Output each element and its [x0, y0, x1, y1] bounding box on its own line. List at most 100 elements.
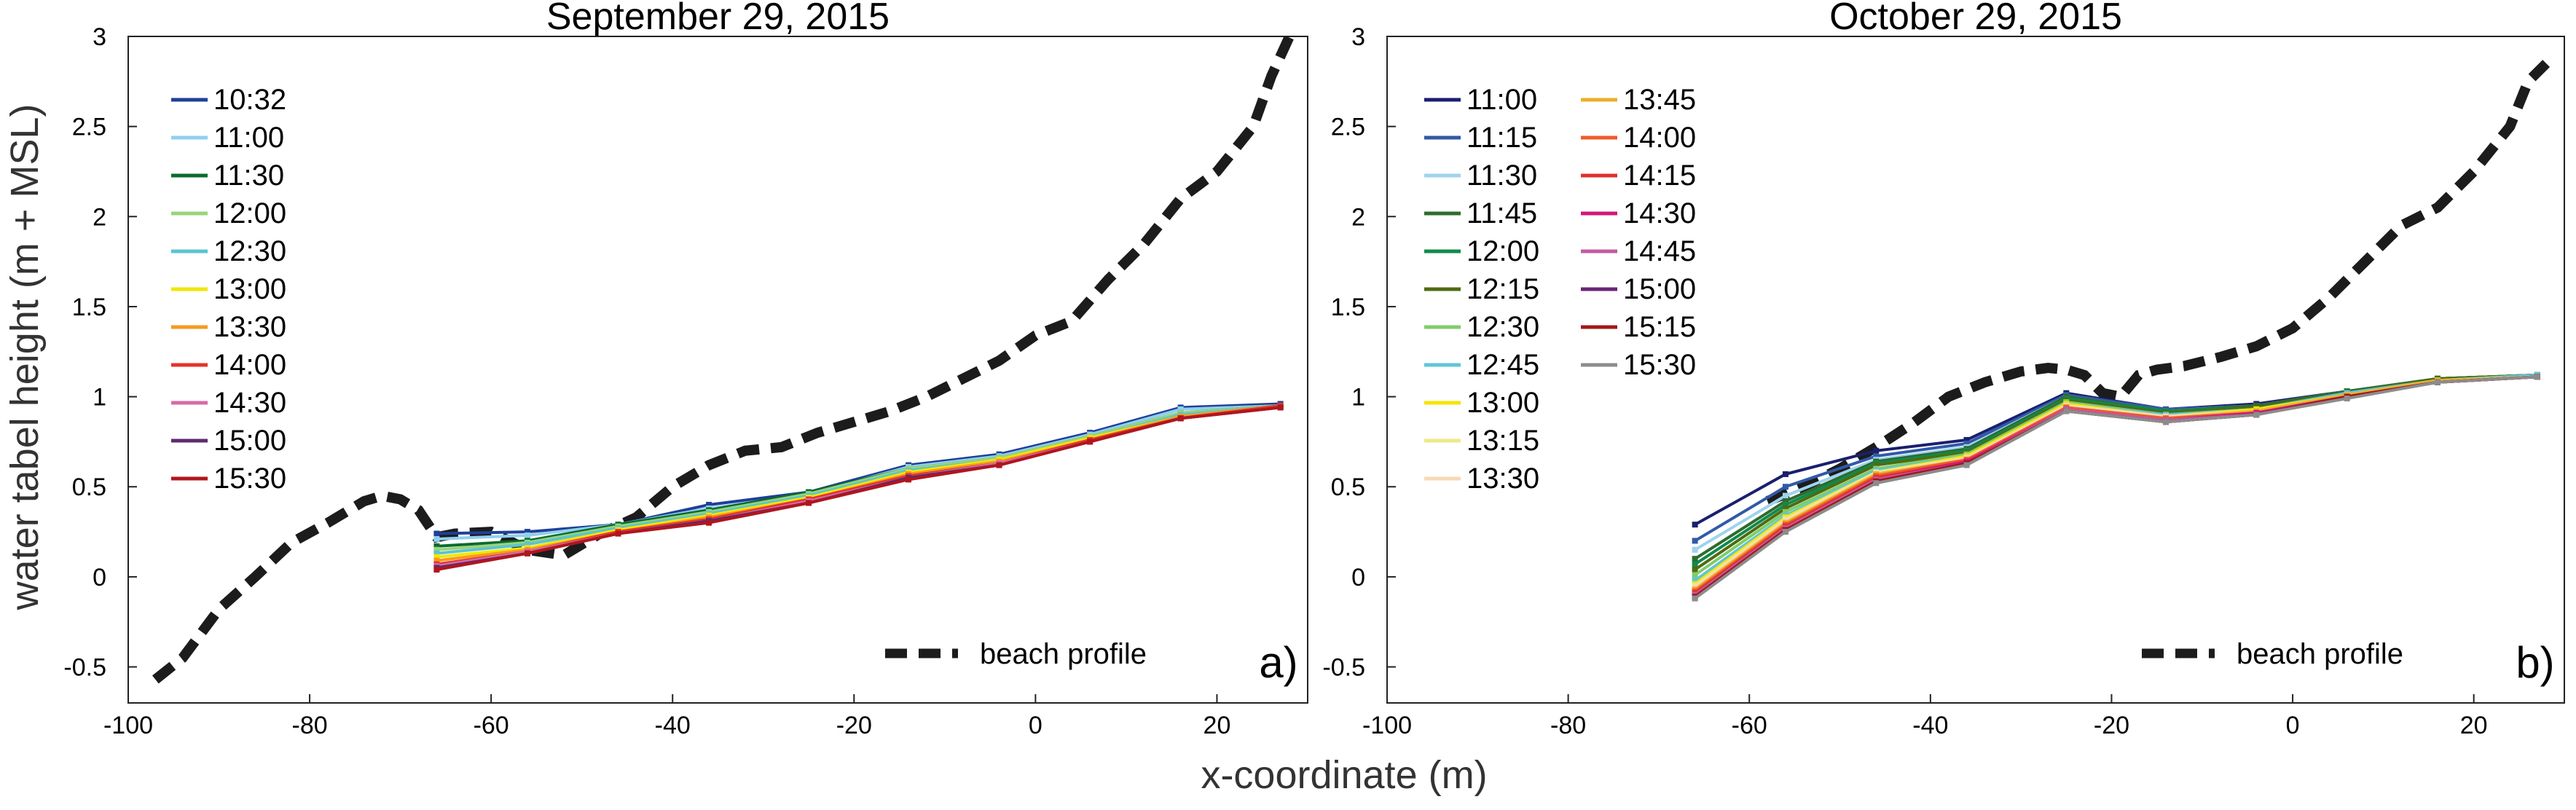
- legend-entry-label: 10:32: [213, 84, 286, 116]
- y-tick-label: 2: [1351, 203, 1365, 231]
- data-point: [524, 529, 530, 535]
- data-point: [1873, 453, 1880, 460]
- data-point: [524, 541, 530, 548]
- chart-title: October 29, 2015: [1829, 0, 2122, 38]
- legend-entry-label: 12:30: [1466, 311, 1539, 343]
- legend-entry-label: 12:00: [1466, 235, 1539, 267]
- x-tick-label: -60: [1732, 712, 1767, 739]
- beach-profile-line: [152, 36, 1295, 684]
- data-point: [1692, 577, 1698, 583]
- x-tick-label: -100: [1362, 712, 1412, 739]
- data-point: [1782, 484, 1788, 490]
- data-point: [1963, 436, 1970, 443]
- data-point: [2253, 412, 2260, 418]
- legend-entry-label: 13:45: [1623, 84, 1696, 116]
- x-tick-label: -80: [1550, 712, 1586, 739]
- y-tick-label: 1: [93, 384, 106, 412]
- series-line-1032: [436, 402, 1281, 535]
- y-tick-label: -0.5: [63, 654, 106, 682]
- legend-entry-label: 13:00: [1466, 387, 1539, 419]
- legend-entry-label: 15:30: [1623, 349, 1696, 381]
- x-axis-label: x-coordinate (m): [1201, 753, 1487, 797]
- y-tick-label: 2.5: [72, 114, 106, 141]
- data-point: [1087, 439, 1093, 445]
- legend-entry-label: 15:30: [213, 463, 286, 495]
- data-point: [524, 550, 530, 557]
- x-tick-label: 0: [2286, 712, 2300, 739]
- panel-b: October 29, 2015-100 -80 -60 -40 -20 0 20-0.50…: [1322, 0, 2565, 739]
- beach-profile-line: [1765, 60, 2551, 506]
- data-point: [1873, 480, 1880, 487]
- y-tick-label: 3: [1351, 23, 1365, 51]
- x-tick-label: 0: [1029, 712, 1042, 739]
- y-tick-label: 1.5: [72, 294, 106, 321]
- data-point: [433, 543, 440, 549]
- legend-entry-label: 13:30: [1466, 463, 1539, 495]
- legend-entry-label: 11:00: [1466, 84, 1537, 116]
- data-point: [806, 500, 812, 506]
- x-tick-label: -80: [292, 712, 328, 739]
- data-point: [1782, 508, 1788, 515]
- x-tick-label: -20: [2094, 712, 2129, 739]
- legend-entry-label: 11:30: [213, 160, 284, 192]
- legend-entry-label: 13:30: [213, 311, 286, 343]
- legend-entry-label: 12:00: [213, 197, 286, 229]
- legend-beach-profile-label: beach profile: [2237, 638, 2403, 670]
- y-tick-label: 1: [1351, 384, 1365, 412]
- data-point: [433, 535, 440, 542]
- data-point: [706, 501, 712, 508]
- data-point: [1963, 440, 1970, 447]
- chart-title: September 29, 2015: [546, 0, 890, 38]
- x-tick-label: -100: [103, 712, 153, 739]
- y-axis-label: water tabel height (m + MSL): [3, 104, 47, 611]
- data-point: [1782, 492, 1788, 499]
- data-point: [1177, 415, 1184, 422]
- data-point: [1177, 406, 1184, 412]
- data-point: [433, 530, 440, 537]
- y-tick-label: -0.5: [1322, 654, 1365, 682]
- y-tick-label: 2.5: [1331, 114, 1365, 141]
- legend-entry-label: 11:45: [1466, 197, 1537, 229]
- series-line-1200: [1694, 373, 2537, 566]
- x-tick-label: -20: [836, 712, 872, 739]
- legend-entry-label: 12:15: [1466, 273, 1539, 305]
- series-line-1530: [1694, 375, 2537, 600]
- data-point: [433, 557, 440, 564]
- legend-entry-label: 12:30: [213, 235, 286, 267]
- data-point: [2434, 379, 2440, 385]
- legend-entry-label: 15:00: [1623, 273, 1696, 305]
- panel-label: b): [2516, 638, 2554, 687]
- legend-entry-label: 14:00: [1623, 122, 1696, 154]
- legend-entry-label: 11:15: [1466, 122, 1537, 154]
- legend-entry-label: 14:30: [1623, 197, 1696, 229]
- legend-entry-label: 15:15: [1623, 311, 1696, 343]
- data-point: [1782, 471, 1788, 477]
- data-point: [433, 554, 440, 560]
- data-point: [1963, 462, 1970, 468]
- data-point: [1692, 522, 1698, 528]
- legend-entry-label: 14:30: [213, 387, 286, 419]
- data-point: [433, 550, 440, 557]
- data-point: [433, 567, 440, 573]
- x-tick-label: -40: [655, 712, 691, 739]
- legend-entry-label: 13:00: [213, 273, 286, 305]
- data-point: [2163, 419, 2169, 425]
- plot-frame: [1386, 36, 2565, 704]
- legend-entry-label: 14:45: [1623, 235, 1696, 267]
- panel-label: a): [1259, 638, 1297, 687]
- data-point: [1782, 501, 1788, 508]
- y-tick-label: 3: [93, 23, 106, 51]
- data-point: [1692, 567, 1698, 573]
- panel-a: September 29, 2015-100 -80 -60 -40 -20 0 20-0.…: [63, 0, 1308, 739]
- data-point: [1692, 556, 1698, 562]
- legend-entry-label: 12:45: [1466, 349, 1539, 381]
- legend-beach-profile-label: beach profile: [980, 638, 1147, 670]
- data-point: [1692, 538, 1698, 544]
- legend-entry-label: 11:30: [1466, 160, 1537, 192]
- data-point: [1782, 529, 1788, 535]
- data-point: [1277, 404, 1284, 411]
- legend-entry-label: 14:15: [1623, 160, 1696, 192]
- data-point: [1782, 498, 1788, 505]
- legend-entry-label: 13:15: [1466, 425, 1539, 457]
- data-point: [1873, 462, 1880, 468]
